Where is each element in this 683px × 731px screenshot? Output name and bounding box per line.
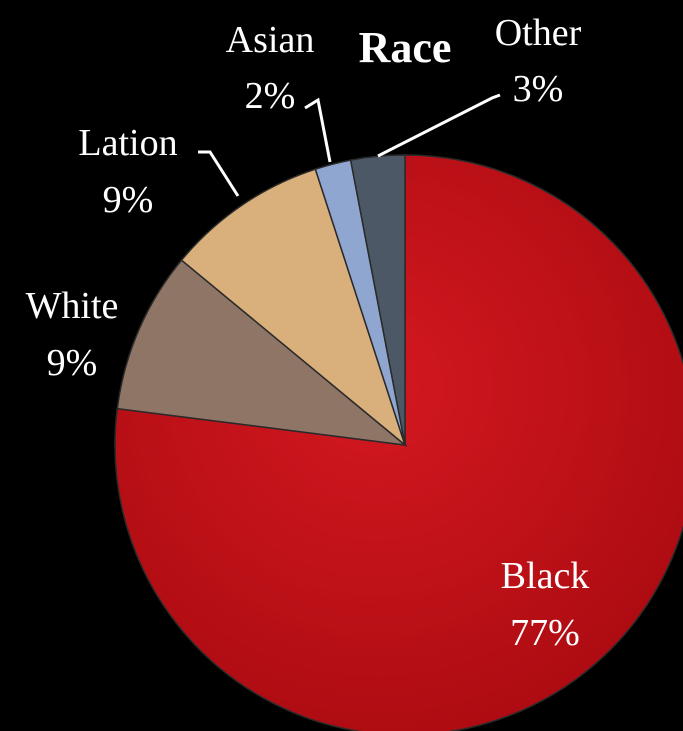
pie-slice-lation <box>180 168 407 448</box>
leader-line-asian <box>304 97 332 163</box>
slice-percent-asian: 2% <box>245 75 296 117</box>
slice-label-white: White <box>26 285 119 327</box>
slice-label-other: Other <box>495 12 582 54</box>
pie-slice-black <box>114 154 683 731</box>
slice-percent-other: 3% <box>513 68 564 110</box>
slice-label-black: Black <box>501 555 590 597</box>
pie-slice-white <box>116 259 408 447</box>
slice-percent-white: 9% <box>47 342 98 384</box>
leader-line-lation <box>198 150 240 197</box>
slice-label-lation: Lation <box>78 122 177 164</box>
slice-percent-lation: 9% <box>103 179 154 221</box>
leader-line-other <box>377 93 501 158</box>
slice-label-asian: Asian <box>226 19 315 61</box>
slice-labels: Black 77% White 9% Lation 9% Asian 2% Other 3% <box>26 12 590 654</box>
pie-slice-other <box>349 154 406 446</box>
pie-slices <box>114 154 683 731</box>
chart-title: Race <box>359 23 452 72</box>
leader-lines <box>198 93 501 197</box>
slice-percent-black: 77% <box>510 612 580 654</box>
